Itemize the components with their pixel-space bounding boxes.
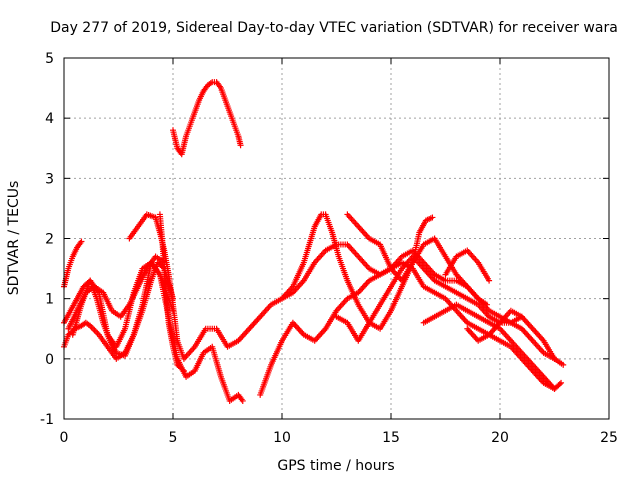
data-point — [429, 214, 436, 221]
data-series — [61, 79, 567, 404]
y-tick-label: 0 — [45, 352, 54, 368]
data-point — [558, 379, 565, 386]
data-point — [239, 397, 246, 404]
data-point — [179, 366, 186, 373]
y-tick-label: 2 — [45, 232, 54, 248]
y-tick-label: 5 — [45, 51, 54, 67]
series-arc7 — [156, 211, 187, 374]
series-arc12 — [344, 211, 436, 284]
series-arc15 — [464, 307, 525, 344]
series-arc6 — [126, 211, 490, 362]
series-arc13 — [420, 301, 558, 392]
x-tick-label: 5 — [169, 430, 178, 446]
data-point — [556, 381, 563, 388]
series-arc8 — [170, 79, 244, 158]
data-point — [78, 238, 85, 245]
data-point — [180, 367, 187, 374]
x-tick-label: 15 — [382, 430, 400, 446]
y-axis-label: SDTVAR / TECUs — [6, 181, 22, 296]
data-point — [560, 361, 567, 368]
series-arc5 — [69, 259, 176, 350]
data-point — [159, 264, 166, 271]
data-point — [237, 142, 244, 149]
data-point — [551, 385, 558, 392]
grid — [64, 58, 609, 419]
x-tick-label: 20 — [491, 430, 509, 446]
data-point — [518, 313, 525, 320]
series-arc10 — [279, 211, 558, 362]
chart-title: Day 277 of 2019, Sidereal Day-to-day VTE… — [50, 20, 618, 36]
series-arc14 — [442, 247, 493, 284]
data-point — [486, 277, 493, 284]
series-arc1 — [61, 238, 85, 290]
x-tick-label: 0 — [60, 430, 69, 446]
y-tick-label: -1 — [40, 412, 54, 428]
y-tick-label: 3 — [45, 171, 54, 187]
axis-ticks: -1 0 1 2 3 4 5 0 5 10 15 20 25 — [40, 51, 618, 446]
y-tick-label: 1 — [45, 292, 54, 308]
x-axis-label: GPS time / hours — [277, 458, 394, 474]
x-tick-label: 25 — [600, 430, 618, 446]
y-tick-label: 4 — [45, 111, 54, 127]
x-tick-label: 10 — [273, 430, 291, 446]
